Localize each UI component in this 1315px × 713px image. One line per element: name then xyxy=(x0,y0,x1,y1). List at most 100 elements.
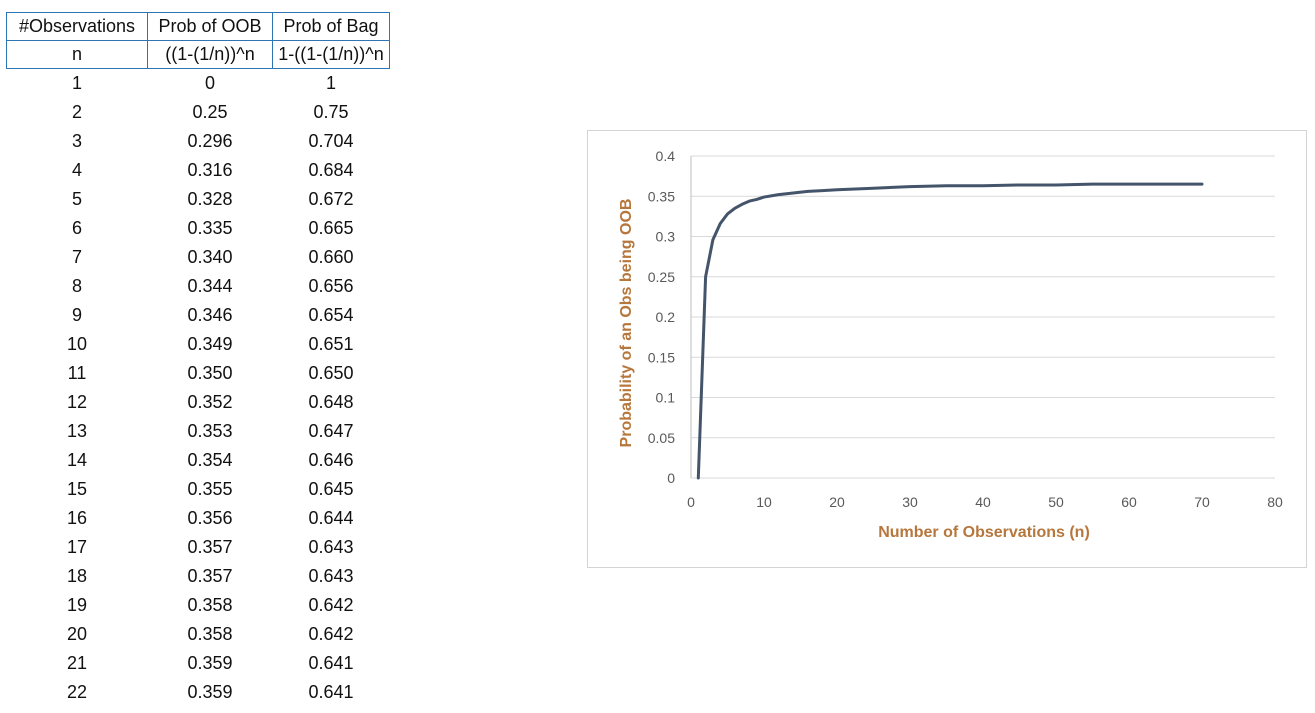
cell-n: 14 xyxy=(66,450,88,470)
cell-prob-oob: 0.357 xyxy=(187,566,233,586)
cell-prob-bag: 0.647 xyxy=(308,421,354,441)
y-tick-label: 0.1 xyxy=(656,390,676,406)
cell-n: 11 xyxy=(67,363,87,383)
header-prob-oob: Prob of OOB xyxy=(147,12,273,41)
table-row: 22 0.359 0.641 xyxy=(7,678,390,707)
cell-prob-oob: 0 xyxy=(204,73,215,93)
cell-n: 2 xyxy=(71,102,82,122)
cell-prob-oob: 0.359 xyxy=(187,682,233,702)
cell-prob-bag: 0.645 xyxy=(308,479,354,499)
cell-prob-oob: 0.296 xyxy=(187,131,233,151)
y-tick-label: 0.25 xyxy=(648,269,675,285)
probability-table: #Observations Prob of OOB Prob of Bag n … xyxy=(6,12,390,707)
table-row: 7 0.340 0.660 xyxy=(7,243,390,272)
cell-prob-bag: 0.665 xyxy=(308,218,354,238)
formula-n: n xyxy=(6,40,148,69)
y-tick-label: 0.05 xyxy=(648,430,675,446)
cell-prob-oob: 0.350 xyxy=(187,363,233,383)
y-tick-label: 0.35 xyxy=(648,188,675,204)
cell-prob-bag: 0.644 xyxy=(308,508,354,528)
x-tick-label: 70 xyxy=(1194,494,1210,510)
cell-n: 16 xyxy=(66,508,88,528)
table-row: 9 0.346 0.654 xyxy=(7,301,390,330)
cell-prob-oob: 0.328 xyxy=(187,189,233,209)
cell-n: 1 xyxy=(71,73,82,93)
table-row: 19 0.358 0.642 xyxy=(7,591,390,620)
cell-prob-bag: 0.651 xyxy=(308,334,354,354)
cell-prob-oob: 0.358 xyxy=(187,595,233,615)
cell-prob-oob: 0.346 xyxy=(187,305,233,325)
cell-prob-oob: 0.349 xyxy=(187,334,233,354)
x-tick-labels: 0 10 20 30 40 50 60 70 80 xyxy=(687,494,1283,510)
cell-prob-bag: 0.641 xyxy=(308,682,354,702)
table-row: 5 0.328 0.672 xyxy=(7,185,390,214)
cell-prob-bag: 0.642 xyxy=(308,595,354,615)
x-tick-label: 80 xyxy=(1267,494,1283,510)
table-row: 2 0.25 0.75 xyxy=(7,98,390,127)
y-tick-label: 0.15 xyxy=(648,349,675,365)
cell-n: 13 xyxy=(66,421,88,441)
cell-n: 22 xyxy=(66,682,88,702)
table-row: 8 0.344 0.656 xyxy=(7,272,390,301)
cell-prob-bag: 0.650 xyxy=(308,363,354,383)
table-row: 3 0.296 0.704 xyxy=(7,127,390,156)
formula-oob: ((1-(1/n))^n xyxy=(147,40,273,69)
table-row: 18 0.357 0.643 xyxy=(7,562,390,591)
y-tick-label: 0 xyxy=(667,470,675,486)
x-tick-label: 10 xyxy=(756,494,772,510)
cell-prob-oob: 0.25 xyxy=(192,102,228,122)
x-axis-title: Number of Observations (n) xyxy=(878,524,1090,541)
cell-prob-oob: 0.352 xyxy=(187,392,233,412)
oob-probability-chart: 0 0.05 0.1 0.15 0.2 0.25 0.3 0.35 0.4 0 10 20 30 40 5… xyxy=(587,130,1307,568)
cell-n: 8 xyxy=(71,276,82,296)
x-tick-label: 50 xyxy=(1048,494,1064,510)
y-tick-label: 0.4 xyxy=(656,148,676,164)
cell-prob-bag: 0.75 xyxy=(313,102,349,122)
cell-prob-bag: 0.672 xyxy=(308,189,354,209)
x-tick-label: 60 xyxy=(1121,494,1137,510)
series-line xyxy=(696,182,1204,480)
cell-prob-bag: 1 xyxy=(325,73,336,93)
y-axis-title: Probability of an Obs being OOB xyxy=(618,199,635,448)
chart-svg: 0 0.05 0.1 0.15 0.2 0.25 0.3 0.35 0.4 0 10 20 30 40 5… xyxy=(618,148,1283,541)
cell-n: 12 xyxy=(66,392,88,412)
table-row: 6 0.335 0.665 xyxy=(7,214,390,243)
x-tick-label: 20 xyxy=(829,494,845,510)
cell-prob-bag: 0.656 xyxy=(308,276,354,296)
y-tick-labels: 0 0.05 0.1 0.15 0.2 0.25 0.3 0.35 0.4 xyxy=(648,148,675,486)
cell-prob-oob: 0.357 xyxy=(187,537,233,557)
cell-n: 20 xyxy=(66,624,88,644)
cell-n: 7 xyxy=(71,247,82,267)
table-row: 17 0.357 0.643 xyxy=(7,533,390,562)
grid-layer xyxy=(690,155,1275,479)
table-formula-row: n ((1-(1/n))^n 1-((1-(1/n))^n xyxy=(6,40,390,69)
cell-prob-bag: 0.643 xyxy=(308,566,354,586)
cell-prob-oob: 0.316 xyxy=(187,160,233,180)
cell-prob-oob: 0.335 xyxy=(187,218,233,238)
cell-n: 3 xyxy=(71,131,82,151)
cell-prob-bag: 0.648 xyxy=(308,392,354,412)
cell-prob-oob: 0.344 xyxy=(187,276,233,296)
table-header-row: #Observations Prob of OOB Prob of Bag xyxy=(6,12,390,41)
cell-prob-bag: 0.646 xyxy=(308,450,354,470)
cell-prob-oob: 0.340 xyxy=(187,247,233,267)
data-table-container: #Observations Prob of OOB Prob of Bag n … xyxy=(6,12,390,707)
table-row: 14 0.354 0.646 xyxy=(7,446,390,475)
cell-n: 19 xyxy=(66,595,88,615)
cell-prob-bag: 0.654 xyxy=(308,305,354,325)
cell-prob-bag: 0.642 xyxy=(308,624,354,644)
table-row: 16 0.356 0.644 xyxy=(7,504,390,533)
cell-n: 6 xyxy=(71,218,82,238)
cell-prob-oob: 0.354 xyxy=(187,450,233,470)
cell-prob-oob: 0.358 xyxy=(187,624,233,644)
cell-n: 4 xyxy=(71,160,82,180)
table-row: 11 0.350 0.650 xyxy=(7,359,390,388)
cell-n: 9 xyxy=(71,305,82,325)
table-row: 15 0.355 0.645 xyxy=(7,475,390,504)
cell-n: 10 xyxy=(66,334,88,354)
header-prob-bag: Prob of Bag xyxy=(272,12,390,41)
cell-n: 5 xyxy=(71,189,82,209)
cell-n: 18 xyxy=(66,566,88,586)
y-tick-label: 0.2 xyxy=(656,309,676,325)
cell-prob-oob: 0.353 xyxy=(187,421,233,441)
